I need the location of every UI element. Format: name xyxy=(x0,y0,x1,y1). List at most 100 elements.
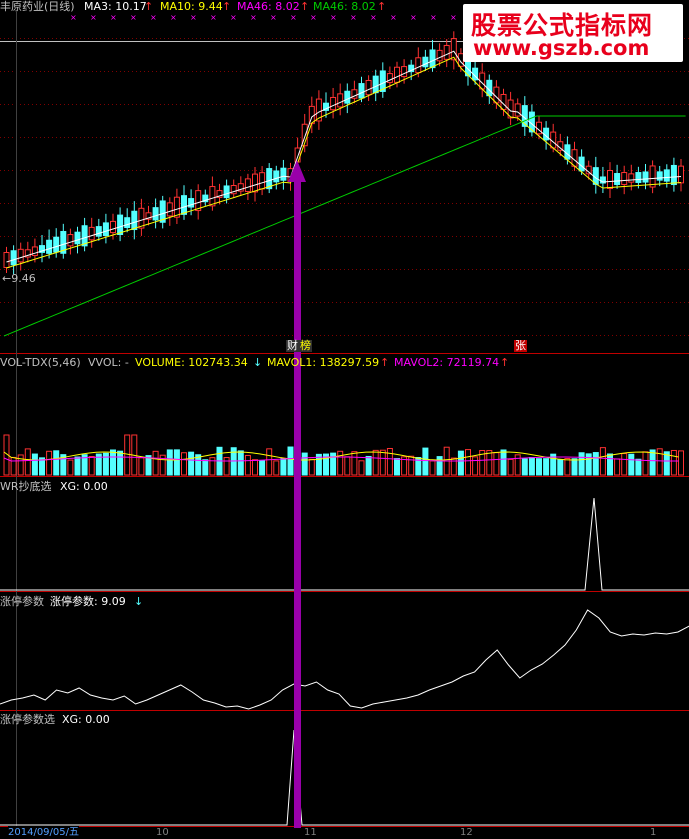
volume-bar xyxy=(358,460,365,476)
volume-bar xyxy=(663,451,670,476)
candle-body xyxy=(237,183,244,192)
volume-bar xyxy=(536,458,542,476)
volume-bar xyxy=(429,460,436,476)
candle-body xyxy=(173,196,180,218)
volume-bar xyxy=(344,456,351,476)
ma10-line xyxy=(6,56,682,269)
badge-bang[interactable]: 榜 xyxy=(299,339,312,352)
watermark-line2: www.gszb.com xyxy=(473,36,650,60)
volume-bar xyxy=(195,454,202,476)
volume-bar xyxy=(571,458,578,476)
ma46-readout: MA46: 8.02 xyxy=(237,0,300,13)
top-marker: × xyxy=(390,13,397,22)
volume-bar xyxy=(479,449,486,476)
top-marker: × xyxy=(370,13,377,22)
top-marker: × xyxy=(250,13,257,22)
vol-title: VOL-TDX(5,46) xyxy=(0,356,81,369)
footer-date: 2014/09/05/五 xyxy=(8,826,80,839)
volume-bar xyxy=(67,459,74,476)
candle-body xyxy=(138,207,145,229)
candle-body xyxy=(266,168,273,190)
watermark-logo: 股票公式指标网 www.gszb.com xyxy=(463,4,683,62)
wr-xg-readout: XG: 0.00 xyxy=(60,480,108,493)
zt-value-readout: 涨停参数: 9.09 xyxy=(50,595,126,608)
volume-bar xyxy=(528,456,535,476)
volume-bar xyxy=(10,456,17,476)
candle-body xyxy=(202,194,209,203)
badge-cai[interactable]: 财 xyxy=(286,339,299,352)
volume-bar xyxy=(202,459,209,476)
candle-body xyxy=(422,56,429,68)
volume-bar xyxy=(259,460,266,476)
volume-bar xyxy=(301,452,308,476)
volume-bar xyxy=(31,453,38,476)
candle-body xyxy=(344,90,351,104)
volume-bar xyxy=(152,450,159,476)
candle-body xyxy=(599,176,606,184)
ztx-title: 涨停参数选 xyxy=(0,713,55,726)
wr-signal-line xyxy=(0,497,689,591)
candle-body xyxy=(394,66,400,83)
top-marker: × xyxy=(70,13,77,22)
candle-body xyxy=(443,44,450,60)
badge-zhang[interactable]: 张 xyxy=(514,339,527,352)
purple-arrow-head xyxy=(288,160,306,182)
volume-bar xyxy=(223,457,230,476)
purple-arrow-shaft xyxy=(294,180,301,828)
candle-body xyxy=(81,225,88,247)
volume-bar xyxy=(578,452,585,476)
top-marker: × xyxy=(270,13,277,22)
top-marker: × xyxy=(330,13,337,22)
mavol2-up-arrow-icon: ↑ xyxy=(500,356,510,369)
top-marker: × xyxy=(230,13,237,22)
candle-body xyxy=(102,222,109,236)
top-marker: × xyxy=(130,13,137,22)
volume-bar xyxy=(592,452,599,476)
mavol1-line xyxy=(3,451,679,461)
volume-bar xyxy=(678,450,684,476)
candle-body xyxy=(3,252,10,268)
volume-bar xyxy=(3,434,10,476)
candle-body xyxy=(678,165,684,184)
candle-body xyxy=(607,169,613,190)
volume-down-arrow-icon: ↓ xyxy=(253,356,263,369)
volume-bar xyxy=(670,449,677,476)
top-marker: × xyxy=(110,13,117,22)
candle-body xyxy=(230,185,237,195)
volume-bar xyxy=(415,457,422,476)
candle-body xyxy=(166,202,173,217)
volume-bar xyxy=(386,447,393,476)
volume-bar xyxy=(493,452,500,476)
candle-body xyxy=(365,79,372,96)
volume-bar xyxy=(394,458,400,476)
volume-bar xyxy=(95,453,102,476)
volume-bar xyxy=(472,456,479,476)
volume-bar xyxy=(53,450,60,476)
footer-tick-4: 1 xyxy=(650,827,657,838)
volume-bar xyxy=(166,449,173,476)
volume-bar xyxy=(88,456,95,476)
volume-bar xyxy=(372,449,379,476)
volume-bar xyxy=(81,454,88,476)
top-marker: × xyxy=(450,13,457,22)
volume-bar xyxy=(365,455,372,476)
volume-bar xyxy=(323,453,329,476)
candle-body xyxy=(670,164,677,186)
footer-tick-3: 12 xyxy=(460,827,473,838)
candle-body xyxy=(10,250,17,266)
candle-body xyxy=(514,103,521,117)
candle-body xyxy=(663,169,670,182)
volume-bar xyxy=(46,450,53,476)
candle-body xyxy=(39,245,45,253)
volume-bar xyxy=(408,455,415,476)
candle-body xyxy=(337,93,344,108)
candle-body xyxy=(330,96,337,111)
volume-bar xyxy=(507,458,514,476)
top-marker: × xyxy=(90,13,97,22)
volume-bar xyxy=(188,451,195,476)
volume-bar xyxy=(351,451,358,476)
candle-body xyxy=(145,212,152,220)
volume-bar xyxy=(110,449,116,476)
